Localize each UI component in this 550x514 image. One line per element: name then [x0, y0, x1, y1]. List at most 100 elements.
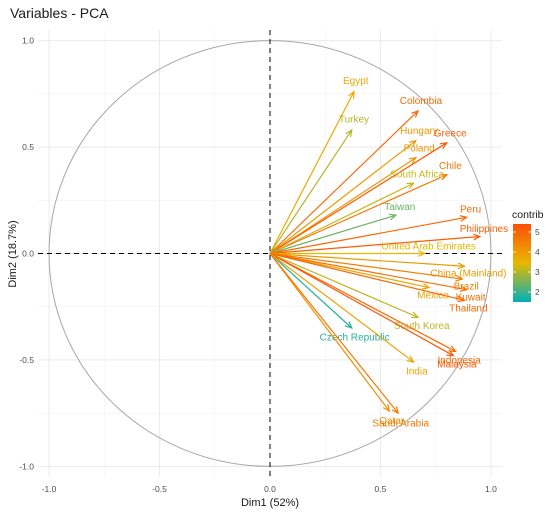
y-tick-label: 1.0 — [22, 36, 34, 46]
arrow-head — [473, 233, 482, 241]
variable-arrow-thailand: Thailand — [269, 252, 488, 314]
variable-arrow-qatar: Qatar — [269, 253, 405, 427]
chart-title: Variables - PCA — [10, 5, 109, 21]
arrow-shaft — [269, 252, 419, 318]
arrow-shaft — [269, 252, 430, 289]
arrow-shaft — [269, 142, 448, 255]
arrow-shaft — [269, 253, 399, 414]
variable-label: Egypt — [343, 76, 369, 87]
arrow-head — [391, 406, 400, 415]
variable-arrow-hungary: Hungary — [269, 126, 438, 254]
variable-label: Chile — [439, 161, 462, 172]
variable-label: South Korea — [394, 321, 450, 332]
variable-label: South Africa — [390, 169, 444, 180]
arrow-shaft — [269, 157, 417, 255]
legend-title: contrib — [512, 209, 544, 221]
x-tick-label: 0.5 — [375, 484, 387, 494]
variable-label: Czech Republic — [320, 333, 390, 344]
y-tick-label: 0.5 — [22, 142, 34, 152]
legend-tick-label: 5 — [535, 227, 540, 237]
legend-colorbar — [513, 224, 531, 302]
y-axis-title: Dim2 (18.7%) — [7, 220, 19, 287]
arrow-shaft — [269, 252, 467, 291]
variable-arrow-brazil: Brazil — [269, 252, 479, 293]
variable-label: Thailand — [449, 303, 487, 314]
variable-label: Mexico — [417, 290, 449, 301]
arrow-shaft — [269, 252, 463, 280]
variable-arrow-malaysia: Malaysia — [269, 252, 477, 371]
arrow-shaft — [269, 129, 353, 254]
variable-label: Qatar — [379, 416, 405, 427]
variable-arrow-united-arab-emirates: United Arab Emirates — [270, 242, 476, 257]
variable-arrow-greece: Greece — [269, 129, 467, 255]
variable-arrow-chile: Chile — [269, 161, 462, 255]
y-tick-label: -1.0 — [19, 461, 34, 471]
variable-label: Turkey — [339, 115, 369, 126]
y-tick-label: -0.5 — [19, 355, 34, 365]
arrow-shaft — [269, 214, 397, 255]
arrow-shaft — [269, 110, 419, 254]
x-tick-label: 0.0 — [264, 484, 276, 494]
variable-arrow-india: India — [269, 253, 428, 377]
variable-arrow-kuwait: Kuwait — [269, 252, 486, 303]
arrow-shaft — [269, 174, 448, 255]
arrow-shaft — [269, 252, 456, 352]
arrow-head — [448, 345, 457, 353]
variable-label: Peru — [460, 205, 481, 216]
variable-arrow-czech-republic: Czech Republic — [269, 253, 390, 344]
variable-label: India — [406, 366, 428, 377]
arrow-head — [411, 311, 420, 319]
arrow-shaft — [269, 253, 353, 329]
variable-arrow-china-mainland-: China (Mainland) — [269, 252, 507, 280]
arrow-head — [408, 156, 418, 164]
arrow-head — [388, 213, 398, 221]
variable-label: Colombia — [400, 96, 443, 107]
arrow-shaft — [269, 140, 417, 254]
arrow-head — [418, 250, 427, 257]
arrow-shaft — [269, 216, 467, 255]
variable-arrow-egypt: Egypt — [269, 76, 369, 254]
variable-arrow-taiwan: Taiwan — [269, 202, 415, 255]
arrow-shaft — [269, 235, 480, 255]
variable-arrow-poland: Poland — [269, 144, 435, 255]
arrow-head — [406, 182, 415, 190]
variable-arrow-peru: Peru — [269, 205, 481, 255]
x-tick-label: -0.5 — [152, 484, 167, 494]
arrow-head — [344, 321, 353, 329]
arrow-head — [459, 285, 469, 292]
legend-tick-label: 3 — [535, 267, 540, 277]
arrow-head — [411, 109, 420, 118]
variable-label: Indonesia — [437, 355, 481, 366]
variable-label: Malaysia — [437, 360, 477, 371]
variable-label: Saudi Arabia — [372, 418, 429, 429]
x-axis-title: Dim1 (52%) — [241, 497, 299, 509]
plot-panel: -1.0 -0.5 0.0 0.5 1.0 -1.0 -0.5 0.0 0.5 1.0 Egypt T… — [19, 30, 508, 494]
arrow-shaft — [269, 182, 414, 255]
arrow-head — [446, 349, 455, 357]
variable-arrow-south-africa: South Africa — [269, 169, 445, 255]
variable-arrow-saudi-arabia: Saudi Arabia — [269, 253, 429, 429]
arrow-head — [348, 90, 355, 99]
variable-label: Philippines — [460, 224, 508, 235]
y-tick-label: 0.0 — [22, 249, 34, 259]
arrow-head — [439, 174, 449, 181]
variable-label: United Arab Emirates — [381, 242, 476, 253]
arrow-head — [439, 142, 449, 149]
variable-label: China (Mainland) — [430, 269, 506, 280]
arrow-shaft — [269, 252, 454, 357]
variable-label: Kuwait — [456, 292, 486, 303]
legend-tick-label: 4 — [535, 247, 540, 257]
arrow-shaft — [269, 253, 414, 363]
arrow-shaft — [269, 91, 355, 254]
legend-tick-label: 2 — [535, 287, 540, 297]
variable-label: Greece — [434, 129, 467, 140]
arrow-head — [455, 274, 464, 282]
variable-arrow-colombia: Colombia — [269, 96, 443, 254]
variable-label: Hungary — [400, 126, 438, 137]
arrow-head — [422, 282, 431, 290]
arrow-head — [408, 139, 417, 148]
x-tick-label: -1.0 — [42, 484, 57, 494]
arrow-shaft — [269, 252, 465, 301]
variable-arrow-philippines: Philippines — [269, 224, 508, 255]
